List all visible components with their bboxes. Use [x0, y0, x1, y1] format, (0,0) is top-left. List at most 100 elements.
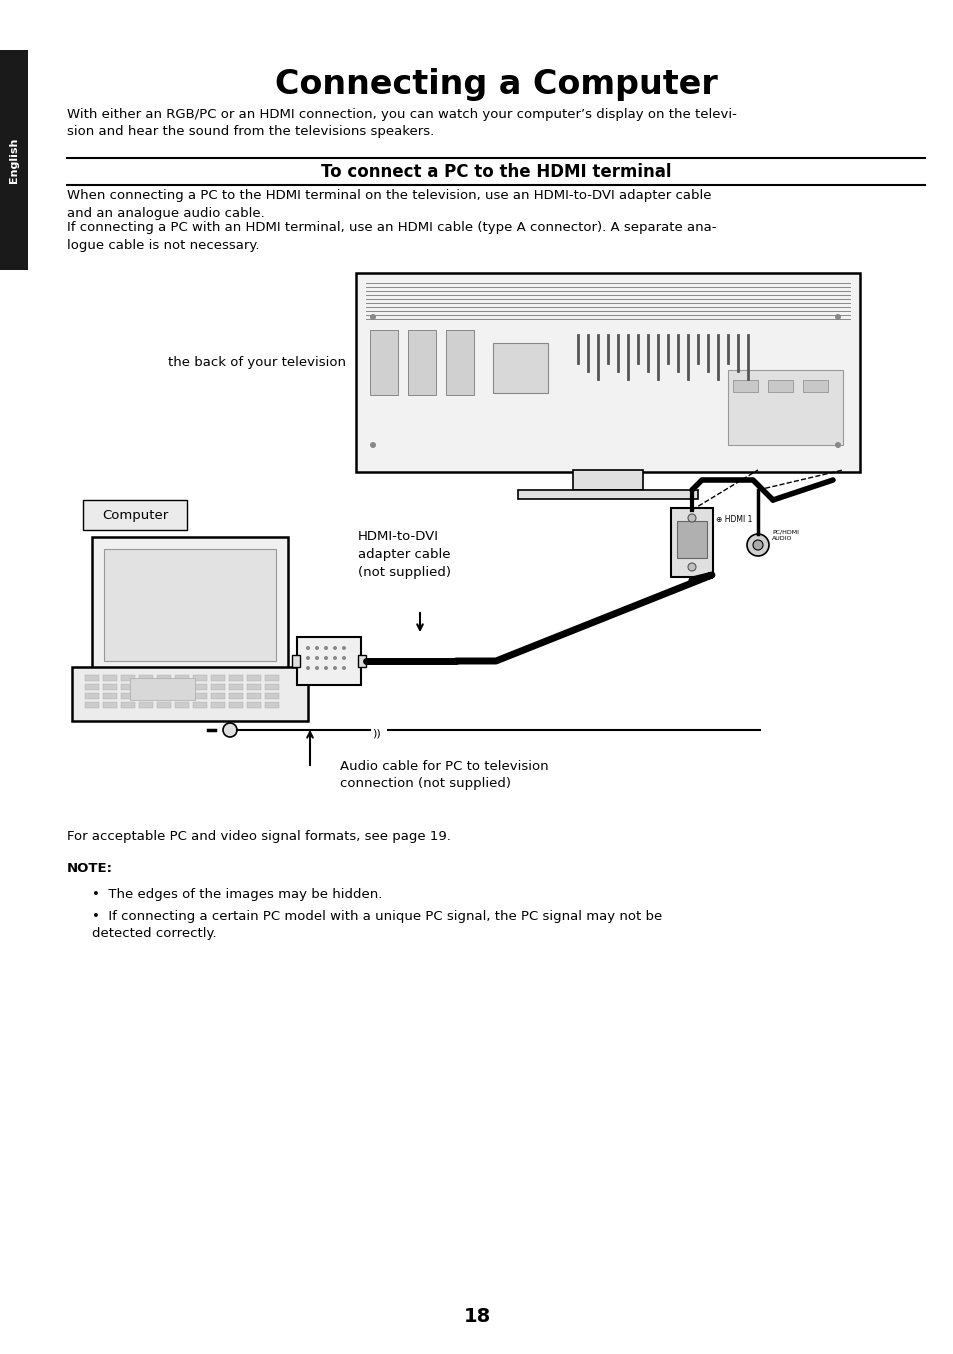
- Bar: [85, 693, 99, 699]
- Bar: [211, 701, 225, 708]
- Bar: [229, 693, 243, 699]
- Circle shape: [370, 314, 375, 320]
- Circle shape: [324, 655, 328, 659]
- Text: •  If connecting a certain PC model with a unique PC signal, the PC signal may n: • If connecting a certain PC model with …: [91, 910, 661, 941]
- Bar: [408, 330, 436, 395]
- Circle shape: [333, 646, 336, 650]
- Text: PC/HDMI
AUDIO: PC/HDMI AUDIO: [771, 529, 799, 542]
- Bar: [370, 330, 397, 395]
- Bar: [103, 684, 117, 691]
- Bar: [85, 676, 99, 681]
- FancyBboxPatch shape: [71, 668, 308, 720]
- Bar: [174, 684, 189, 691]
- Bar: [247, 684, 261, 691]
- Bar: [802, 380, 827, 393]
- Circle shape: [306, 655, 310, 659]
- Bar: [732, 380, 758, 393]
- Circle shape: [324, 666, 328, 670]
- Bar: [727, 370, 842, 445]
- Bar: [193, 676, 207, 681]
- Text: •  The edges of the images may be hidden.: • The edges of the images may be hidden.: [91, 888, 382, 900]
- Text: Computer: Computer: [102, 509, 168, 521]
- Bar: [247, 676, 261, 681]
- Circle shape: [306, 666, 310, 670]
- Bar: [211, 693, 225, 699]
- Bar: [265, 693, 278, 699]
- Text: ⊕ HDMI 1: ⊕ HDMI 1: [716, 515, 752, 524]
- Bar: [229, 676, 243, 681]
- Text: With either an RGB/PC or an HDMI connection, you can watch your computer’s displ: With either an RGB/PC or an HDMI connect…: [67, 108, 736, 138]
- Bar: [85, 701, 99, 708]
- Bar: [229, 684, 243, 691]
- Circle shape: [834, 441, 841, 448]
- Bar: [157, 701, 171, 708]
- FancyBboxPatch shape: [670, 508, 712, 577]
- Circle shape: [687, 515, 696, 523]
- Circle shape: [341, 646, 346, 650]
- Text: Connecting a Computer: Connecting a Computer: [274, 68, 717, 102]
- Circle shape: [687, 563, 696, 571]
- Bar: [247, 693, 261, 699]
- Circle shape: [341, 666, 346, 670]
- Bar: [121, 676, 135, 681]
- Bar: [103, 693, 117, 699]
- Text: NOTE:: NOTE:: [67, 862, 112, 875]
- Circle shape: [333, 655, 336, 659]
- Bar: [517, 490, 698, 500]
- Bar: [121, 701, 135, 708]
- Circle shape: [324, 646, 328, 650]
- Bar: [174, 693, 189, 699]
- Bar: [265, 701, 278, 708]
- Bar: [292, 655, 299, 668]
- FancyBboxPatch shape: [296, 636, 360, 685]
- Bar: [121, 693, 135, 699]
- Text: To connect a PC to the HDMI terminal: To connect a PC to the HDMI terminal: [320, 162, 671, 181]
- Bar: [193, 693, 207, 699]
- Text: If connecting a PC with an HDMI terminal, use an HDMI cable (type A connector). : If connecting a PC with an HDMI terminal…: [67, 221, 716, 252]
- FancyBboxPatch shape: [83, 500, 187, 529]
- Text: HDMI-to-DVI
adapter cable
(not supplied): HDMI-to-DVI adapter cable (not supplied): [357, 529, 451, 580]
- Bar: [446, 330, 474, 395]
- Bar: [265, 684, 278, 691]
- Text: When connecting a PC to the HDMI terminal on the television, use an HDMI-to-DVI : When connecting a PC to the HDMI termina…: [67, 190, 711, 219]
- FancyBboxPatch shape: [677, 521, 706, 558]
- Circle shape: [314, 666, 318, 670]
- Bar: [193, 701, 207, 708]
- Bar: [767, 380, 792, 393]
- Bar: [174, 701, 189, 708]
- Bar: [121, 684, 135, 691]
- Circle shape: [223, 723, 236, 737]
- Bar: [103, 676, 117, 681]
- Bar: [193, 684, 207, 691]
- Bar: [157, 676, 171, 681]
- Text: 18: 18: [463, 1307, 490, 1326]
- Bar: [493, 343, 547, 393]
- Bar: [174, 676, 189, 681]
- Bar: [130, 678, 194, 700]
- Text: )): )): [372, 728, 380, 739]
- FancyBboxPatch shape: [355, 274, 859, 473]
- Circle shape: [746, 533, 768, 556]
- Bar: [0, 50, 28, 269]
- Bar: [157, 684, 171, 691]
- Circle shape: [834, 314, 841, 320]
- FancyBboxPatch shape: [104, 548, 275, 661]
- Circle shape: [752, 540, 762, 550]
- Circle shape: [314, 646, 318, 650]
- Bar: [265, 676, 278, 681]
- Bar: [229, 701, 243, 708]
- Bar: [139, 701, 152, 708]
- Circle shape: [306, 646, 310, 650]
- Circle shape: [333, 666, 336, 670]
- Text: the back of your television: the back of your television: [168, 356, 346, 370]
- Text: Audio cable for PC to television
connection (not supplied): Audio cable for PC to television connect…: [339, 760, 548, 791]
- Text: English: English: [9, 137, 19, 183]
- Bar: [211, 684, 225, 691]
- FancyBboxPatch shape: [91, 538, 288, 673]
- Bar: [139, 693, 152, 699]
- Bar: [157, 693, 171, 699]
- Text: For acceptable PC and video signal formats, see page 19.: For acceptable PC and video signal forma…: [67, 830, 450, 844]
- Bar: [139, 676, 152, 681]
- Bar: [357, 655, 366, 668]
- Bar: [85, 684, 99, 691]
